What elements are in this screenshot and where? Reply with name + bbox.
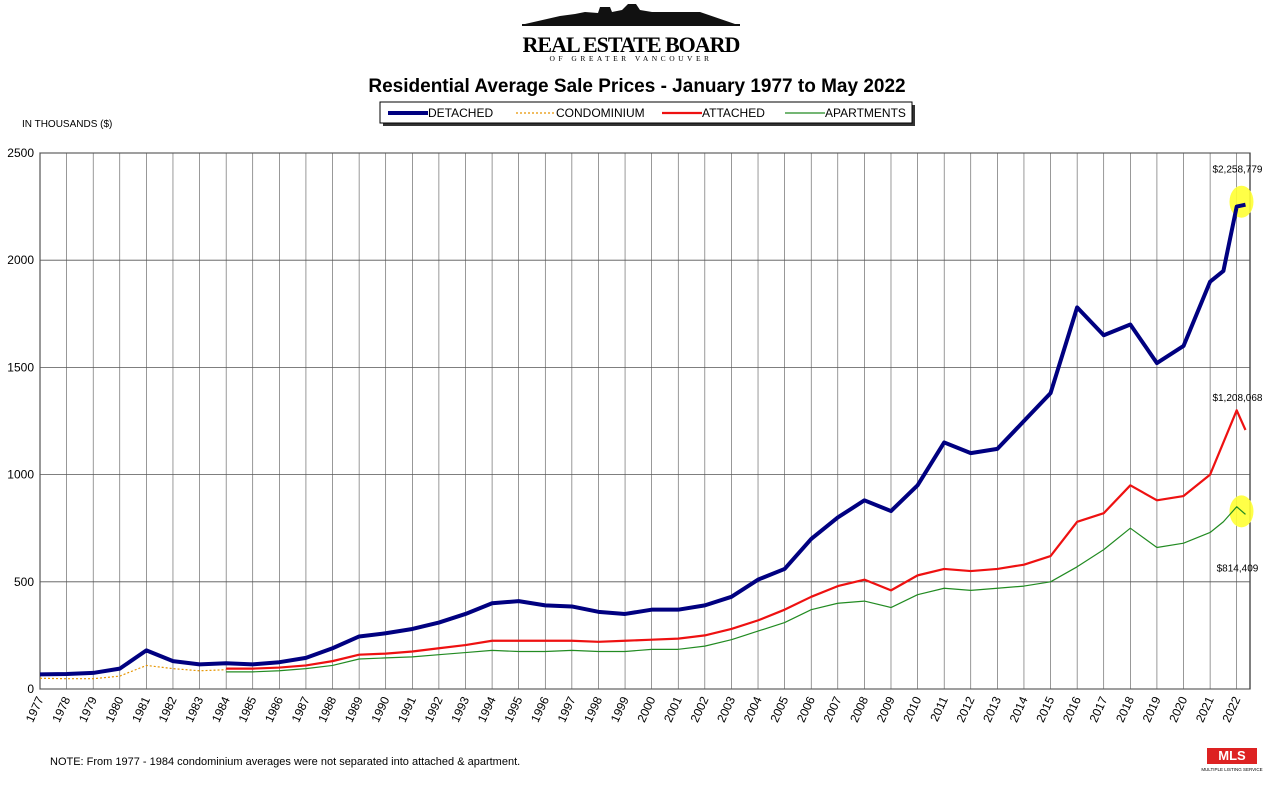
- x-tick-label: 1979: [76, 694, 100, 724]
- x-tick-label: 1998: [581, 694, 605, 724]
- x-tick-label: 2004: [741, 694, 765, 724]
- x-tick-label: 1986: [262, 694, 286, 724]
- x-tick-label: 2007: [821, 694, 845, 724]
- x-tick-label: 1981: [129, 694, 153, 724]
- y-tick-label: 2000: [7, 253, 34, 267]
- series-line: [226, 506, 1246, 673]
- x-tick-label: 2014: [1007, 694, 1031, 724]
- x-tick-label: 2010: [900, 694, 924, 724]
- x-tick-label: 1988: [315, 694, 339, 724]
- x-tick-label: 2011: [927, 694, 951, 724]
- x-tick-label: 2022: [1219, 694, 1243, 724]
- legend-label: CONDOMINIUM: [556, 106, 645, 120]
- note: NOTE: From 1977 - 1984 condominium avera…: [50, 756, 520, 768]
- highlight: [1229, 185, 1254, 218]
- x-tick-label: 1983: [182, 694, 206, 724]
- x-tick-label: 2013: [980, 694, 1004, 724]
- x-tick-label: 1978: [49, 694, 73, 724]
- x-tick-label: 1993: [448, 694, 472, 724]
- skyline: [525, 4, 735, 24]
- x-tick-label: 2002: [688, 694, 712, 724]
- mls-logo: MLS MULTIPLE LISTING SERVICE: [1201, 748, 1263, 772]
- x-tick-label: 2017: [1086, 694, 1110, 724]
- y-tick-label: 1500: [7, 360, 34, 374]
- x-tick-label: 1980: [103, 694, 127, 724]
- logo-title: REAL ESTATE BOARD: [523, 32, 740, 57]
- legend-label: DETACHED: [428, 106, 493, 120]
- x-tick-label: 2006: [794, 694, 818, 724]
- x-tick-label: 1985: [235, 694, 259, 724]
- y-axis-label: IN THOUSANDS ($): [22, 119, 112, 130]
- series-line: [226, 409, 1247, 670]
- x-tick-label: 2005: [767, 694, 791, 724]
- x-tick-label: 2001: [661, 694, 685, 724]
- x-tick-label: 2008: [847, 694, 871, 724]
- plot-area: [39, 152, 1251, 690]
- x-tick-label: 1994: [475, 694, 499, 724]
- x-tick-label: 2012: [954, 694, 978, 724]
- value-label: $2,258,779: [1212, 165, 1262, 176]
- mls-badge: [1207, 748, 1257, 764]
- x-tick-label: 2018: [1113, 694, 1137, 724]
- y-tick-label: 2500: [7, 146, 34, 160]
- x-tick-label: 1991: [395, 694, 419, 724]
- chart-title: Residential Average Sale Prices - Januar…: [368, 76, 905, 97]
- x-tick-label: 1996: [528, 694, 552, 724]
- x-tick-label: 2021: [1193, 694, 1217, 724]
- x-tick-label: 2003: [714, 694, 738, 724]
- value-label: $814,409: [1217, 563, 1259, 574]
- value-label: $1,208,068: [1212, 393, 1262, 404]
- series-line: [39, 202, 1246, 677]
- x-tick-label: 1982: [156, 694, 180, 724]
- x-tick-label: 2015: [1033, 694, 1057, 724]
- x-tick-label: 1977: [23, 694, 47, 724]
- logo-subtitle: OF GREATER VANCOUVER: [549, 54, 712, 63]
- x-tick-label: 2009: [874, 694, 898, 724]
- legend-box: [379, 101, 913, 124]
- legend-label: ATTACHED: [702, 106, 765, 120]
- legend: DETACHED CONDOMINIUM ATTACHED APARTMENTS: [379, 101, 915, 126]
- y-tick-label: 0: [27, 682, 34, 696]
- y-tick-label: 500: [14, 575, 34, 589]
- x-tick-label: 2000: [634, 694, 658, 724]
- x-tick-label: 1997: [555, 694, 579, 724]
- x-tick-label: 1999: [608, 694, 632, 724]
- x-tick-label: 1984: [209, 694, 233, 724]
- x-tick-label: 2019: [1140, 694, 1164, 724]
- x-tick-label: 1987: [289, 694, 313, 724]
- series-line: [39, 664, 227, 680]
- x-tick-label: 1989: [342, 694, 366, 724]
- x-tick-label: 2016: [1060, 694, 1084, 724]
- x-tick-label: 2020: [1166, 694, 1190, 724]
- mls-caption: MULTIPLE LISTING SERVICE: [1201, 767, 1262, 772]
- x-tick-label: 1992: [422, 694, 446, 724]
- x-tick-label: 1990: [368, 694, 392, 724]
- mls-text: MLS: [1218, 748, 1246, 763]
- x-tick-label: 1995: [501, 694, 525, 724]
- legend-label: APARTMENTS: [825, 106, 906, 120]
- y-tick-label: 1000: [7, 468, 34, 482]
- logo: REAL ESTATE BOARD OF GREATER VANCOUVER: [522, 4, 741, 63]
